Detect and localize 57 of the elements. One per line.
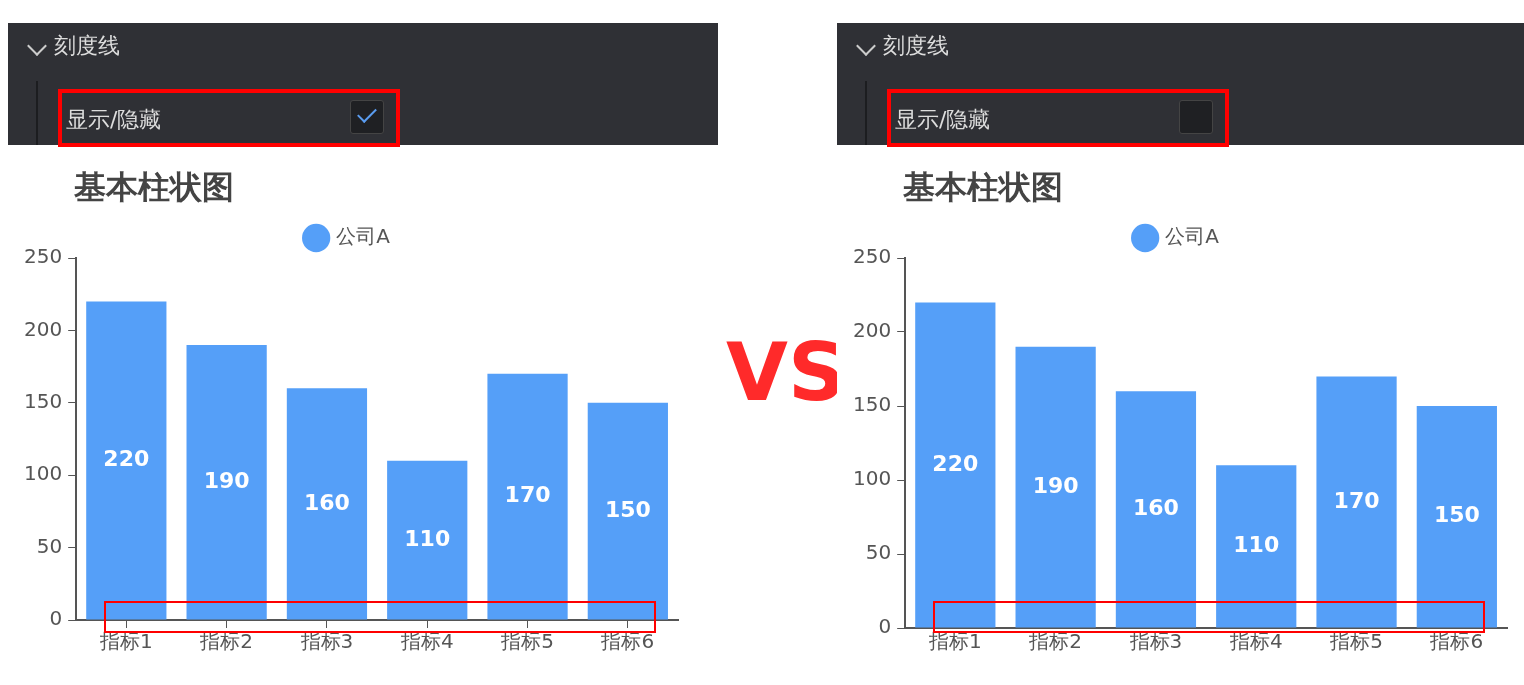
chart-title: 基本柱状图 (903, 167, 1063, 208)
data-label: 190 (203, 467, 250, 493)
text: VS (726, 326, 846, 419)
y-tick-label: 250 (23, 244, 63, 269)
bar (1115, 391, 1197, 628)
bar (387, 460, 468, 620)
bar (1316, 376, 1397, 628)
y-tick-label: 150 (23, 389, 63, 413)
data-label: 150 (604, 496, 651, 522)
data-label: 110 (1233, 532, 1280, 558)
data-label: 220 (932, 450, 979, 476)
y-tick-label: 50 (36, 533, 63, 558)
y-tick-label: 200 (23, 316, 63, 341)
x-tick-label: 指标4 (1228, 629, 1283, 654)
data-label: 110 (404, 525, 451, 551)
data-label: 220 (103, 446, 150, 472)
data-label: 190 (1032, 472, 1079, 498)
text: 刻度线 (54, 32, 120, 60)
data-label: 160 (303, 489, 350, 515)
bar (286, 388, 368, 620)
text: 显示/隐藏 (895, 106, 991, 134)
y-tick-label: 200 (852, 318, 892, 343)
bar (915, 302, 996, 628)
y-tick-label: 150 (852, 392, 892, 417)
x-tick-label: 指标5 (1329, 629, 1383, 654)
x-tick-label: 指标6 (600, 629, 655, 654)
x-tick-label: 指标3 (299, 629, 354, 654)
x-tick-label: 指标4 (399, 629, 454, 654)
x-tick-label: 指标2 (199, 629, 253, 654)
y-tick-label: 100 (23, 461, 63, 486)
bar (86, 301, 167, 620)
bar (587, 402, 668, 620)
legend-label: 公司A (1165, 224, 1220, 249)
x-tick-label: 指标5 (500, 629, 554, 654)
x-tick-label: 指标6 (1429, 629, 1484, 654)
legend-label: 公司A (336, 224, 391, 249)
bar (1416, 406, 1497, 628)
y-tick-label: 0 (878, 614, 892, 639)
bar (186, 344, 267, 620)
y-tick-label: 250 (852, 244, 892, 269)
data-label: 170 (1333, 487, 1380, 513)
data-label: 170 (504, 482, 551, 508)
chart-title: 基本柱状图 (74, 167, 234, 208)
bar (1015, 346, 1096, 628)
bar (1216, 465, 1297, 628)
data-label: 160 (1132, 495, 1179, 521)
x-tick-label: 指标3 (1128, 629, 1183, 654)
bar (487, 373, 568, 620)
x-tick-label: 指标2 (1028, 629, 1082, 654)
y-tick-label: 0 (49, 606, 63, 631)
x-tick-label: 指标1 (927, 629, 982, 654)
text: 显示/隐藏 (66, 106, 162, 134)
data-label: 150 (1433, 502, 1480, 528)
x-tick-label: 指标1 (98, 629, 153, 654)
y-tick-label: 100 (852, 466, 892, 491)
text: 刻度线 (883, 32, 949, 60)
y-tick-label: 50 (865, 540, 892, 565)
